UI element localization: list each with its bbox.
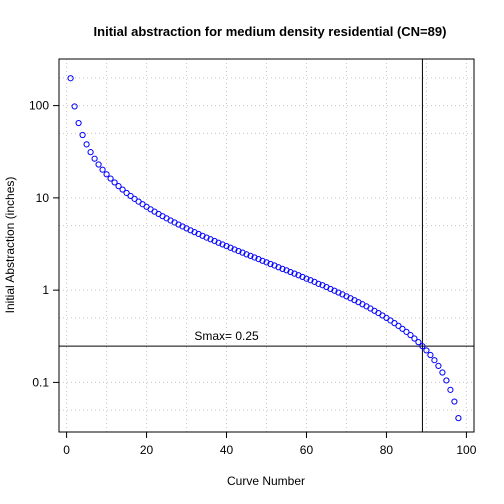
x-tick-label: 100 <box>456 443 476 457</box>
data-point <box>107 175 114 182</box>
data-point <box>255 255 262 263</box>
data-point <box>227 244 234 251</box>
data-point <box>75 119 82 127</box>
data-point <box>291 270 298 277</box>
data-point <box>203 234 210 241</box>
data-point <box>307 277 314 284</box>
data-point <box>435 362 442 369</box>
data-point <box>215 239 222 246</box>
data-point <box>447 386 454 393</box>
data-point <box>399 325 406 332</box>
data-point <box>427 351 434 359</box>
data-point <box>119 186 126 193</box>
data-point <box>431 357 438 364</box>
data-series <box>67 75 462 422</box>
x-axis: 0 20 40 60 80 100 <box>63 432 477 457</box>
data-point <box>115 183 122 190</box>
data-point <box>275 264 282 271</box>
data-point <box>295 272 302 279</box>
data-point <box>415 339 422 346</box>
chart-title: Initial abstraction for medium density r… <box>94 24 447 39</box>
data-point <box>259 257 266 264</box>
data-point <box>243 251 250 258</box>
data-point <box>127 192 134 200</box>
data-point <box>91 155 98 162</box>
data-point <box>451 398 458 405</box>
data-point <box>207 236 214 243</box>
data-point <box>223 243 230 250</box>
data-point <box>123 189 130 197</box>
y-tick-label: 10 <box>36 191 50 205</box>
data-point <box>443 377 450 384</box>
reference-lines <box>59 59 474 432</box>
y-tick-label: 100 <box>29 99 49 113</box>
x-axis-label: Curve Number <box>227 474 305 488</box>
x-tick-label: 60 <box>300 443 314 457</box>
data-point <box>287 268 294 276</box>
data-point <box>407 331 414 339</box>
y-tick-label: 0.1 <box>32 375 49 389</box>
x-tick-label: 20 <box>140 443 154 457</box>
data-point <box>455 415 462 422</box>
data-point <box>419 343 426 350</box>
plot-frame <box>58 58 475 433</box>
data-point <box>79 131 86 139</box>
data-point <box>111 179 118 186</box>
data-point <box>99 166 106 173</box>
data-point <box>95 161 102 168</box>
data-point <box>423 347 430 354</box>
data-point <box>231 246 238 253</box>
data-point <box>395 322 402 329</box>
data-point <box>411 335 418 342</box>
data-point <box>251 254 258 261</box>
data-point <box>67 75 74 82</box>
y-tick-label: 1 <box>42 283 49 297</box>
x-tick-label: 40 <box>220 443 234 457</box>
data-point <box>235 247 242 255</box>
data-point <box>247 252 254 259</box>
data-point <box>279 265 286 272</box>
data-point <box>263 259 270 266</box>
data-point <box>103 171 110 178</box>
data-point <box>303 275 310 282</box>
y-axis-label: Initial Abstraction (inches) <box>3 177 17 314</box>
data-point <box>71 103 78 110</box>
data-point <box>219 241 226 248</box>
data-point <box>315 280 322 287</box>
data-point <box>83 141 90 148</box>
smax-annotation: Smax= 0.25 <box>194 329 259 343</box>
y-axis: 0.1 1 10 100 <box>29 99 59 389</box>
data-point <box>87 149 94 156</box>
x-tick-label: 80 <box>380 443 394 457</box>
data-point <box>267 260 274 268</box>
data-point <box>403 328 410 335</box>
data-point <box>439 369 446 376</box>
grid <box>59 59 474 432</box>
x-tick-label: 0 <box>63 443 70 457</box>
